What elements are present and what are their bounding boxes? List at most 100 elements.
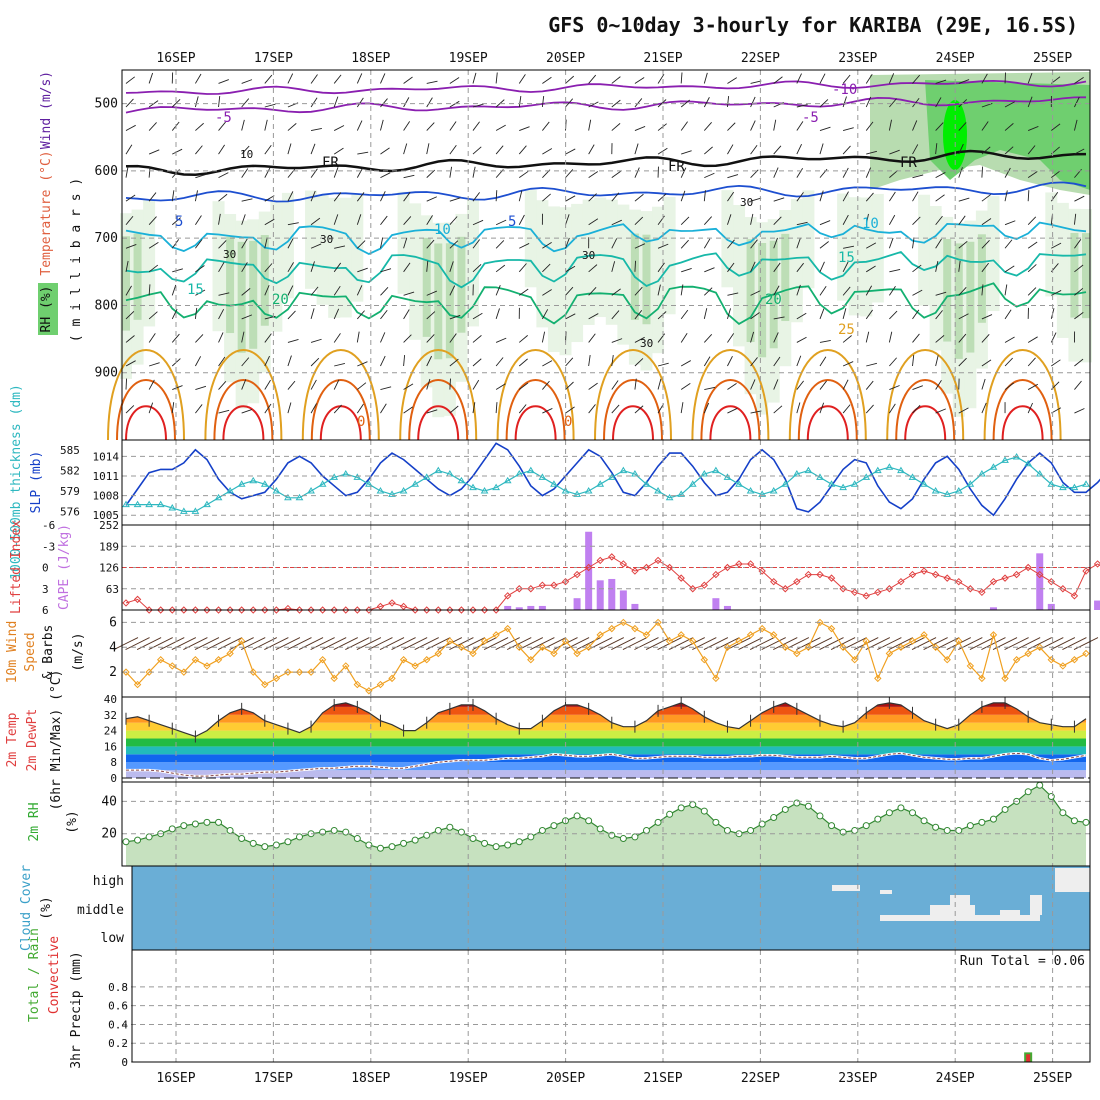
wind-speed-point <box>931 643 940 651</box>
thickness-point <box>1024 459 1033 467</box>
wind-barb <box>195 73 202 84</box>
wind-barb <box>403 262 411 273</box>
wind-barb <box>449 358 459 367</box>
rh-shade <box>1056 202 1069 338</box>
surface-wind-barb <box>125 637 150 650</box>
wind-barb <box>310 261 315 272</box>
cape-bar <box>504 605 512 610</box>
wind-barb <box>1074 408 1085 414</box>
temp-tick: 16 <box>104 740 117 753</box>
wind-barb <box>356 214 362 225</box>
wind-tick: 2 <box>109 665 117 680</box>
thickness-point <box>307 487 315 494</box>
rh-shade <box>143 199 156 327</box>
li-point <box>596 556 604 565</box>
wind-speed-point <box>191 656 200 664</box>
wind-barb <box>241 331 245 343</box>
rh-shade <box>943 239 952 342</box>
wind-barb <box>866 362 878 367</box>
thickness-point <box>908 473 917 480</box>
pressure-tick: 500 <box>95 97 118 112</box>
wind-barb <box>218 240 227 249</box>
thickness-point <box>735 480 743 487</box>
wind-speed-point <box>573 649 581 658</box>
wind-barb <box>172 385 183 390</box>
wind-speed-point <box>700 656 709 664</box>
wind-barb <box>310 74 318 84</box>
thickness-point <box>827 480 836 487</box>
wind-barb <box>843 245 854 249</box>
wind-barb <box>796 104 808 108</box>
surface-wind-barb <box>1050 637 1076 650</box>
wind-barb <box>195 174 207 179</box>
wind-barb <box>495 357 504 367</box>
li-point <box>631 567 639 575</box>
thickness-point <box>353 473 362 480</box>
wind-barb <box>703 97 710 108</box>
wind-barb <box>958 286 967 296</box>
wind-barb <box>148 311 158 320</box>
wind-barb <box>333 214 339 225</box>
li-point <box>608 553 616 561</box>
rh-point <box>897 804 905 812</box>
wind-barb <box>125 335 135 343</box>
cape-bar <box>631 603 639 610</box>
cloud-patch <box>950 895 970 905</box>
day-label-top: 17SEP <box>254 51 293 66</box>
temp-contour-lowlevel <box>806 405 849 441</box>
temperature-axis-label: Temperature (°C) <box>39 150 54 275</box>
thickness-point <box>365 480 373 487</box>
wind-barb <box>380 119 384 131</box>
wind-barb <box>148 216 157 226</box>
wind-barb <box>218 96 221 108</box>
wind-barb <box>518 288 529 296</box>
wind-barb <box>796 221 808 226</box>
wind-barb <box>657 193 667 202</box>
rh-point <box>400 839 408 847</box>
wind-barb <box>981 73 988 84</box>
wind-barb <box>1074 96 1080 108</box>
wind-barb <box>680 167 687 178</box>
rh-point <box>261 843 269 851</box>
wind-barb <box>935 310 943 320</box>
wind-speed-point <box>758 624 766 633</box>
wind-barb <box>148 166 151 178</box>
wind-barb <box>727 382 737 390</box>
wind-barb <box>403 76 413 84</box>
wind-barb <box>310 357 320 367</box>
rh-shade <box>582 199 595 325</box>
rh-point <box>388 843 396 851</box>
wind-barb <box>703 402 710 414</box>
temp-contour-plus10 <box>125 221 1087 256</box>
wind-barb <box>912 216 921 226</box>
wind-barb <box>634 216 644 226</box>
surface-wind-barb <box>888 637 914 650</box>
rh-point <box>1001 805 1009 813</box>
wind-barb <box>889 357 897 367</box>
wind-barb <box>773 405 783 414</box>
contour-label: 30 <box>223 248 236 261</box>
wind-speed-point <box>342 662 350 670</box>
wind-barb <box>750 239 758 249</box>
wind-speed-point <box>561 637 570 645</box>
wind-barb <box>796 73 802 84</box>
wind-barb <box>241 168 249 178</box>
wind-barb <box>518 74 526 84</box>
thickness-point <box>584 487 593 494</box>
rh-shade <box>316 194 329 305</box>
wind-barb <box>912 385 923 390</box>
wind-barb <box>981 146 991 155</box>
wind-barb <box>1074 148 1085 155</box>
wind-barb <box>472 192 480 202</box>
thickness-point <box>897 466 905 474</box>
rh-point <box>677 804 685 812</box>
wind-barb <box>148 284 151 296</box>
wind-barb <box>727 333 735 343</box>
wind-barb <box>565 286 574 296</box>
rh-shade <box>122 236 130 331</box>
wind-barb <box>356 331 360 343</box>
cloud-patch <box>880 915 1040 921</box>
wind-barb <box>611 380 619 390</box>
wind-barb <box>680 121 688 131</box>
